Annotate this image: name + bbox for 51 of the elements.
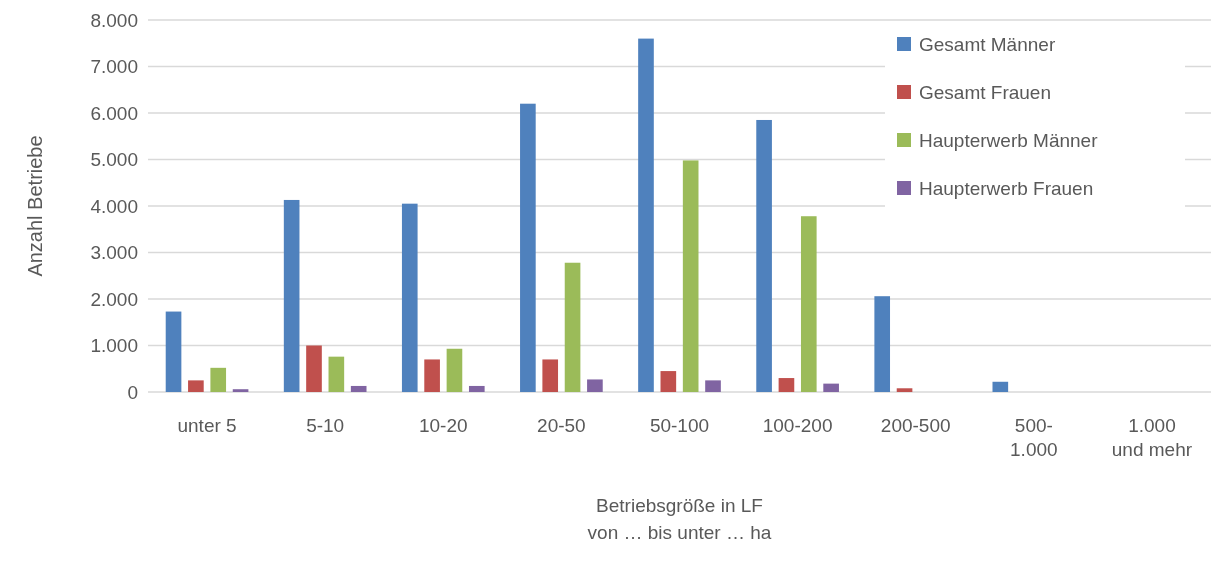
bar — [350, 385, 367, 392]
x-tick-label: 100-200 — [762, 415, 833, 436]
bar — [823, 383, 839, 392]
x-tick-label: 20-50 — [537, 415, 586, 436]
x-tick-label: 200-500 — [880, 415, 951, 436]
bar — [800, 216, 817, 392]
bar — [424, 359, 440, 392]
y-axis-title: Anzahl Betriebe — [24, 135, 46, 277]
y-tick-label: 6.000 — [90, 102, 138, 124]
y-tick-label: 4.000 — [90, 195, 138, 217]
y-tick-label: 8.000 — [90, 9, 138, 31]
bar — [778, 378, 795, 392]
legend-label: Haupterwerb Männer — [919, 129, 1099, 151]
bar — [188, 380, 204, 392]
bar — [896, 388, 913, 392]
bar — [232, 389, 249, 392]
bar — [564, 262, 581, 392]
bar — [638, 38, 654, 392]
x-tick-label: 10-20 — [418, 415, 468, 436]
bar — [210, 367, 227, 392]
bar — [283, 199, 300, 392]
bar — [446, 348, 463, 392]
bar — [874, 296, 891, 392]
bar — [542, 359, 559, 392]
legend-label: Gesamt Männer — [919, 33, 1056, 55]
legend-label: Gesamt Frauen — [919, 81, 1051, 103]
bar — [306, 345, 322, 392]
bar — [992, 381, 1009, 392]
x-axis-title: Betriebsgröße in LF von … bis unter … ha — [587, 495, 772, 543]
x-tick-label: 50-100 — [649, 415, 710, 436]
bar — [520, 103, 536, 392]
bar — [401, 203, 418, 392]
legend-label: Haupterwerb Frauen — [919, 177, 1094, 199]
bar — [328, 356, 345, 392]
x-tick-label: 1.000 und mehr — [1111, 415, 1193, 460]
bar — [165, 311, 182, 392]
x-tick-label: 5-10 — [306, 415, 345, 436]
bar — [705, 380, 721, 392]
y-tick-label: 2.000 — [90, 288, 138, 310]
bar — [756, 119, 772, 392]
y-tick-label: 0 — [127, 381, 138, 403]
x-tick-label: unter 5 — [177, 415, 237, 436]
x-tick-label: 500-1.000 — [1010, 415, 1058, 460]
bar — [468, 385, 485, 392]
bar — [682, 160, 699, 392]
y-tick-label: 5.000 — [90, 149, 138, 171]
y-tick-label: 7.000 — [90, 56, 138, 78]
y-tick-label: 1.000 — [90, 335, 138, 357]
y-tick-label: 3.000 — [90, 242, 138, 264]
bar — [660, 371, 677, 392]
bar — [587, 379, 603, 392]
